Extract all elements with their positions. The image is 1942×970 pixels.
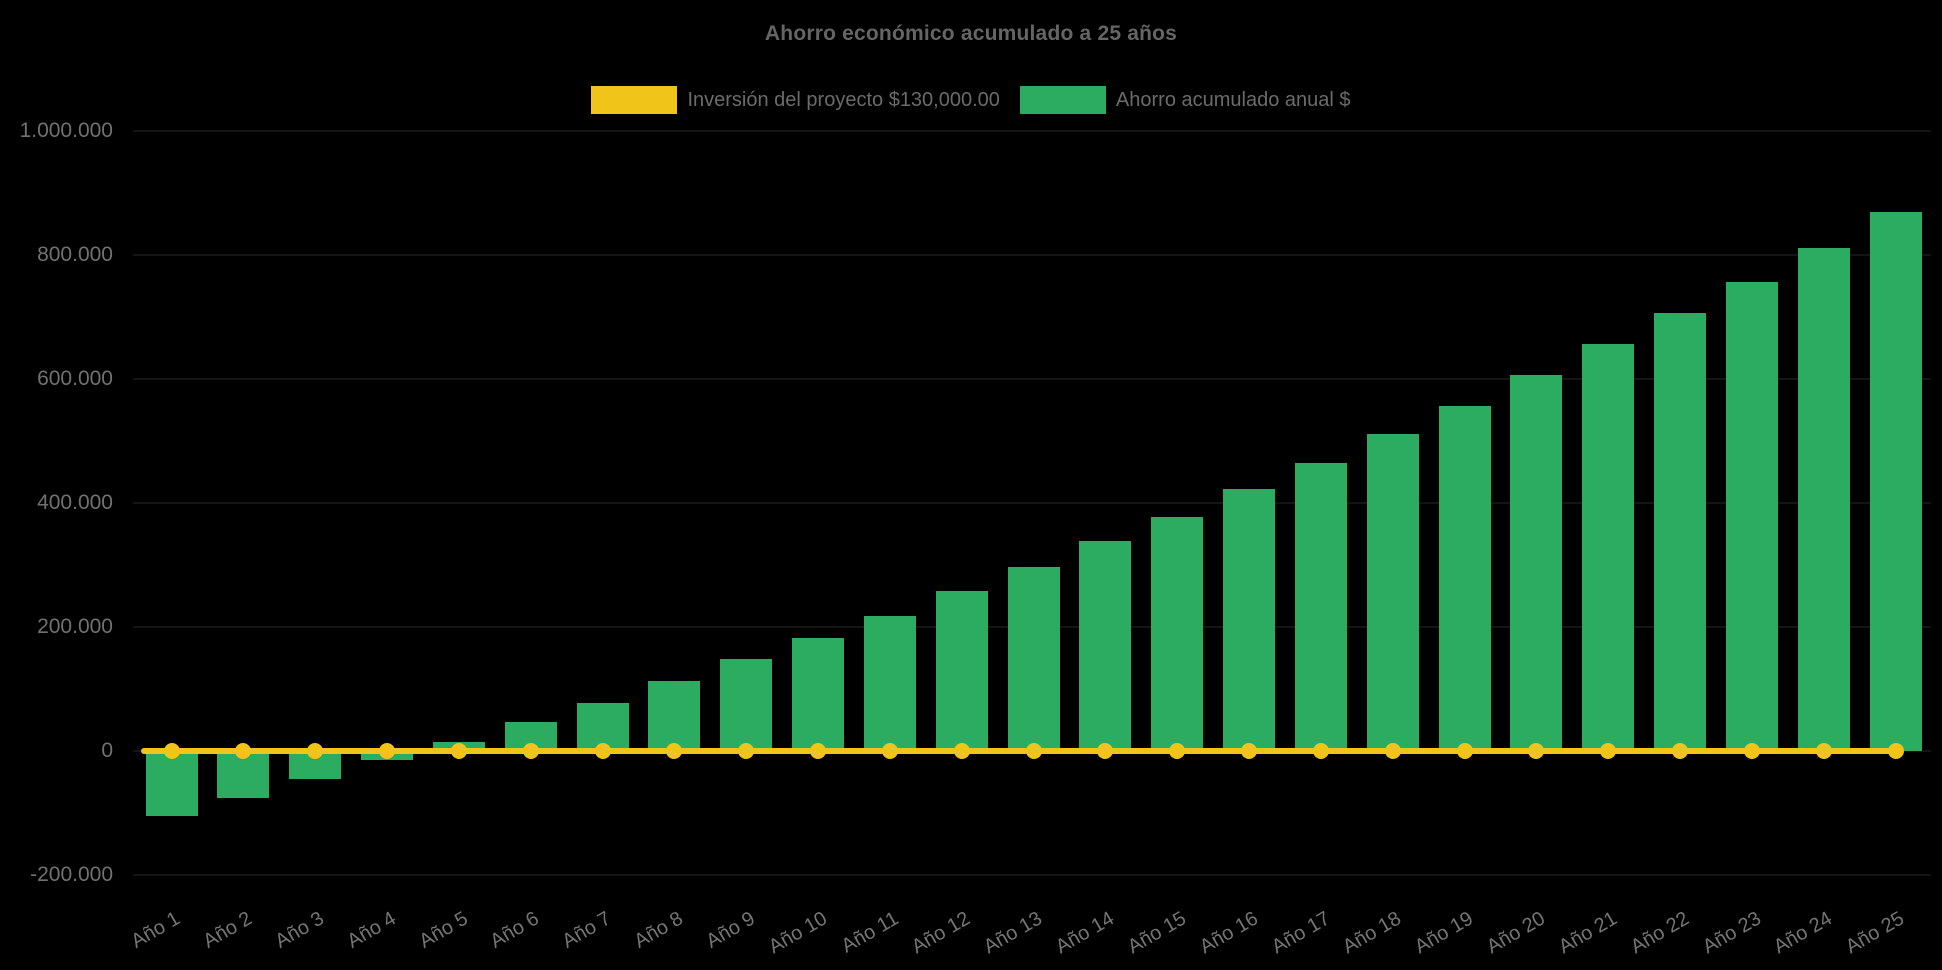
x-axis-label-año-17: Año 17	[1267, 907, 1334, 959]
line-point-año-1[interactable]	[163, 743, 180, 759]
line-point-año-17[interactable]	[1312, 743, 1329, 759]
y-axis-label: 800.000	[37, 243, 113, 266]
bar-año-15[interactable]	[1151, 517, 1204, 751]
line-point-año-9[interactable]	[738, 743, 755, 759]
legend-swatch-inversion	[591, 86, 678, 114]
x-axis-label-año-22: Año 22	[1626, 907, 1693, 959]
x-axis-label-año-19: Año 19	[1411, 907, 1478, 959]
bar-año-1[interactable]	[145, 751, 198, 817]
x-axis-label-año-1: Año 1	[127, 907, 184, 953]
y-axis-label: 400.000	[37, 491, 113, 514]
legend-label-inversion: Inversión del proyecto $130,000.00	[687, 88, 1000, 111]
x-axis-label-año-21: Año 21	[1554, 907, 1621, 959]
x-axis-label-año-4: Año 4	[343, 907, 400, 953]
gridline	[133, 874, 1931, 876]
x-axis-label-año-23: Año 23	[1698, 907, 1765, 959]
line-point-año-14[interactable]	[1097, 743, 1114, 759]
legend-swatch-ahorro	[1019, 86, 1106, 114]
x-axis-label-año-20: Año 20	[1483, 907, 1549, 959]
x-axis-label-año-7: Año 7	[558, 907, 616, 953]
y-axis-label: 0	[101, 739, 113, 762]
bar-año-9[interactable]	[720, 659, 773, 751]
legend-item-inversion[interactable]: Inversión del proyecto $130,000.00	[591, 86, 1000, 114]
bar-año-13[interactable]	[1007, 566, 1060, 751]
y-axis-label: 600.000	[37, 367, 113, 390]
x-axis-label-año-5: Año 5	[415, 907, 472, 953]
bar-año-25[interactable]	[1869, 212, 1922, 751]
chart-title: Ahorro económico acumulado a 25 años	[764, 22, 1178, 45]
x-axis-label-año-6: Año 6	[486, 907, 544, 953]
bar-año-18[interactable]	[1366, 434, 1419, 751]
gridline	[133, 502, 1931, 504]
line-point-año-3[interactable]	[307, 743, 324, 759]
bar-año-19[interactable]	[1438, 405, 1491, 751]
line-point-año-10[interactable]	[810, 743, 827, 759]
line-point-año-22[interactable]	[1672, 743, 1689, 759]
bar-año-14[interactable]	[1079, 541, 1132, 751]
line-point-año-25[interactable]	[1887, 743, 1904, 759]
bar-año-8[interactable]	[648, 680, 701, 751]
line-point-año-8[interactable]	[666, 743, 683, 759]
legend: Inversión del proyecto $130,000.00 Ahorr…	[0, 86, 1942, 114]
x-axis-label-año-12: Año 12	[908, 907, 975, 959]
x-axis-label-año-24: Año 24	[1770, 907, 1837, 959]
x-axis-label-año-9: Año 9	[702, 907, 759, 953]
x-axis-label-año-13: Año 13	[980, 907, 1047, 959]
line-point-año-20[interactable]	[1528, 743, 1545, 759]
bar-año-21[interactable]	[1582, 343, 1635, 751]
x-axis-label-año-2: Año 2	[199, 907, 256, 953]
x-axis-label-año-10: Año 10	[764, 907, 831, 959]
x-axis-label-año-11: Año 11	[837, 907, 903, 958]
bar-año-24[interactable]	[1797, 247, 1850, 751]
x-axis-label-año-16: Año 16	[1195, 907, 1262, 959]
line-point-año-23[interactable]	[1743, 743, 1760, 759]
x-axis-label-año-18: Año 18	[1339, 907, 1406, 959]
legend-label-ahorro: Ahorro acumulado anual $	[1115, 88, 1351, 111]
line-point-año-21[interactable]	[1600, 743, 1617, 759]
x-axis-label-año-25: Año 25	[1842, 907, 1909, 959]
line-point-año-2[interactable]	[235, 743, 252, 759]
y-axis-label: 200.000	[37, 615, 113, 638]
bar-año-16[interactable]	[1223, 489, 1276, 751]
bar-año-12[interactable]	[935, 591, 988, 751]
x-axis-label-año-3: Año 3	[271, 907, 328, 953]
bar-año-23[interactable]	[1725, 281, 1778, 751]
x-axis-label-año-15: Año 15	[1123, 907, 1190, 959]
y-axis-label: -200.000	[30, 863, 113, 886]
line-point-año-19[interactable]	[1456, 743, 1473, 759]
bar-año-11[interactable]	[863, 615, 916, 751]
bar-año-20[interactable]	[1510, 375, 1563, 751]
line-point-año-16[interactable]	[1241, 743, 1258, 759]
bar-año-7[interactable]	[576, 702, 629, 751]
line-point-año-7[interactable]	[594, 743, 611, 759]
gridline	[133, 130, 1931, 132]
line-point-año-15[interactable]	[1169, 743, 1186, 759]
y-axis-label: 1.000.000	[19, 119, 113, 142]
bar-año-17[interactable]	[1294, 462, 1347, 751]
bar-año-22[interactable]	[1654, 313, 1707, 751]
line-point-año-4[interactable]	[379, 743, 396, 759]
gridline	[133, 378, 1931, 380]
gridline	[133, 254, 1931, 256]
line-point-año-5[interactable]	[450, 743, 467, 759]
line-point-año-18[interactable]	[1384, 743, 1401, 759]
line-point-año-13[interactable]	[1025, 743, 1042, 759]
line-point-año-12[interactable]	[953, 743, 970, 759]
investment-line[interactable]	[141, 748, 1903, 754]
line-point-año-6[interactable]	[522, 743, 539, 759]
legend-item-ahorro[interactable]: Ahorro acumulado anual $	[1019, 86, 1351, 114]
bar-año-10[interactable]	[792, 637, 845, 751]
x-axis-label-año-8: Año 8	[630, 907, 687, 953]
x-axis-label-año-14: Año 14	[1052, 907, 1118, 959]
line-point-año-11[interactable]	[881, 743, 898, 759]
line-point-año-24[interactable]	[1815, 743, 1832, 759]
